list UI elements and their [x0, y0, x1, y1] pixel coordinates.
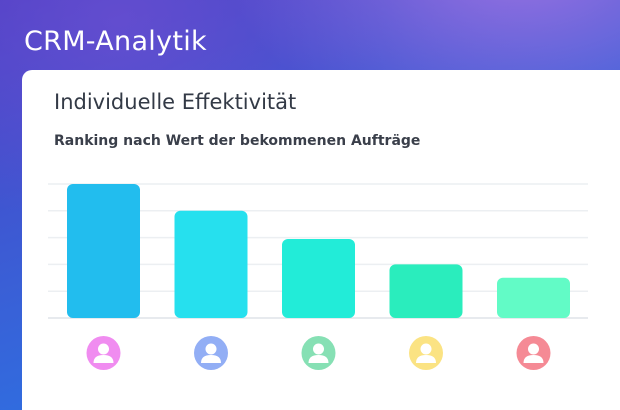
card-title: Individuelle Effektivität	[54, 90, 297, 114]
user-icon	[201, 343, 221, 363]
chart-bars	[67, 184, 570, 318]
user-icon	[308, 343, 329, 363]
bar-1[interactable]	[67, 184, 140, 318]
user-avatar-2[interactable]	[194, 336, 228, 370]
bar-3[interactable]	[282, 238, 355, 318]
app-title: CRM-Analytik	[24, 26, 207, 57]
bar-2[interactable]	[174, 210, 248, 318]
user-icon	[523, 343, 544, 363]
card-subtitle: Ranking nach Wert der bekommenen Aufträg…	[54, 133, 421, 149]
user-icon	[416, 343, 436, 363]
user-icon	[93, 343, 114, 363]
chart-avatars	[86, 336, 551, 370]
user-avatar-1[interactable]	[86, 336, 121, 370]
user-avatar-4[interactable]	[409, 336, 443, 370]
bar-4[interactable]	[389, 264, 463, 318]
user-avatar-3[interactable]	[301, 336, 336, 370]
bar-5[interactable]	[497, 277, 570, 318]
user-avatar-5[interactable]	[516, 336, 551, 370]
